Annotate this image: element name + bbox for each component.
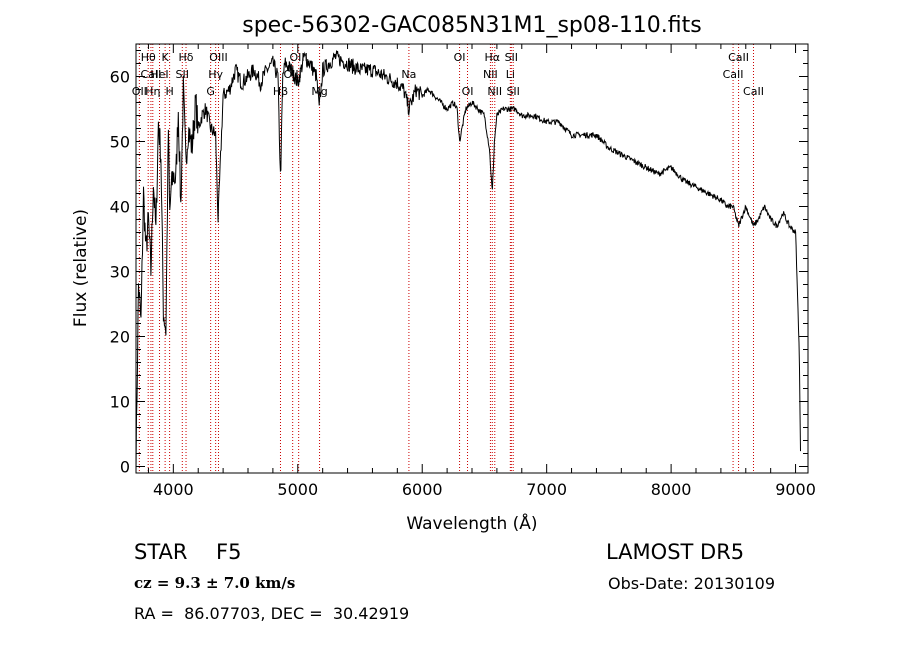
line-marker-label: Hδ <box>179 51 194 64</box>
line-marker-label: Na <box>401 68 416 81</box>
line-marker-label: K <box>162 51 170 64</box>
chart-title: spec-56302-GAC085N31M1_sp08-110.fits <box>242 13 702 38</box>
line-marker-label: SII <box>506 85 519 98</box>
line-marker-label: OI <box>462 85 474 98</box>
plot-axes: 4000 5000 6000 7000 8000 9000 0 10 20 30 40 50 60 <box>110 43 816 499</box>
x-tick-label: 8000 <box>651 480 692 499</box>
y-tick-label: 40 <box>110 198 130 217</box>
line-marker-label: NII <box>483 68 498 81</box>
y-tick-label: 0 <box>120 458 130 477</box>
line-marker-label: OIII <box>283 68 301 81</box>
y-axis-label: Flux (relative) <box>71 209 91 327</box>
emission-line-markers <box>138 44 754 473</box>
object-class: STAR <box>134 540 188 564</box>
line-marker-label: CaII <box>140 68 161 81</box>
line-marker-label: Hα <box>485 51 501 64</box>
x-tick-label: 6000 <box>402 480 443 499</box>
line-marker-label: OIII <box>289 51 307 64</box>
line-marker-label: Li <box>506 68 515 81</box>
x-axis-label: Wavelength (Å) <box>406 512 537 534</box>
line-labels: OIIHθCaIIHηHeIKHSIIHδGHγOIIIHβOIIIOIIIMg… <box>132 51 764 98</box>
line-marker-label: HeI <box>150 68 168 81</box>
x-tick-label: 9000 <box>775 480 816 499</box>
line-marker-label: Mg <box>311 85 327 98</box>
line-marker-label: OII <box>132 85 147 98</box>
survey-name: LAMOST DR5 <box>606 540 745 564</box>
line-marker-label: CaII <box>728 51 749 64</box>
object-subclass: F5 <box>216 540 242 564</box>
line-marker-label: CaII <box>743 85 764 98</box>
line-marker-label: SII <box>505 51 518 64</box>
line-marker-label: Hβ <box>273 85 288 98</box>
line-marker-label: NII <box>487 85 502 98</box>
observation-date: Obs-Date: 20130109 <box>608 574 776 593</box>
line-marker-label: Hθ <box>141 51 156 64</box>
spectrum-line <box>135 50 801 474</box>
plot-frame <box>135 43 809 474</box>
x-tick-label: 7000 <box>526 480 567 499</box>
redshift-velocity: cz = 9.3 ± 7.0 km/s <box>134 574 296 592</box>
x-tick-label: 4000 <box>153 480 194 499</box>
x-tick-label: 5000 <box>277 480 318 499</box>
line-marker-label: SII <box>176 68 189 81</box>
y-tick-label: 30 <box>110 263 130 282</box>
line-marker-label: H <box>165 85 173 98</box>
line-marker-label: G <box>206 85 215 98</box>
coordinates: RA = 86.07703, DEC = 30.42919 <box>134 604 410 623</box>
y-tick-label: 20 <box>110 328 130 347</box>
line-marker-label: Hγ <box>208 68 223 81</box>
line-marker-label: OI <box>454 51 466 64</box>
line-marker-label: Hη <box>145 85 160 98</box>
line-marker-label: OIII <box>209 51 227 64</box>
line-marker-label: CaII <box>723 68 744 81</box>
y-tick-label: 60 <box>110 68 130 87</box>
y-tick-label: 50 <box>110 133 130 152</box>
y-tick-label: 10 <box>110 393 130 412</box>
spectrum-series <box>135 50 801 474</box>
